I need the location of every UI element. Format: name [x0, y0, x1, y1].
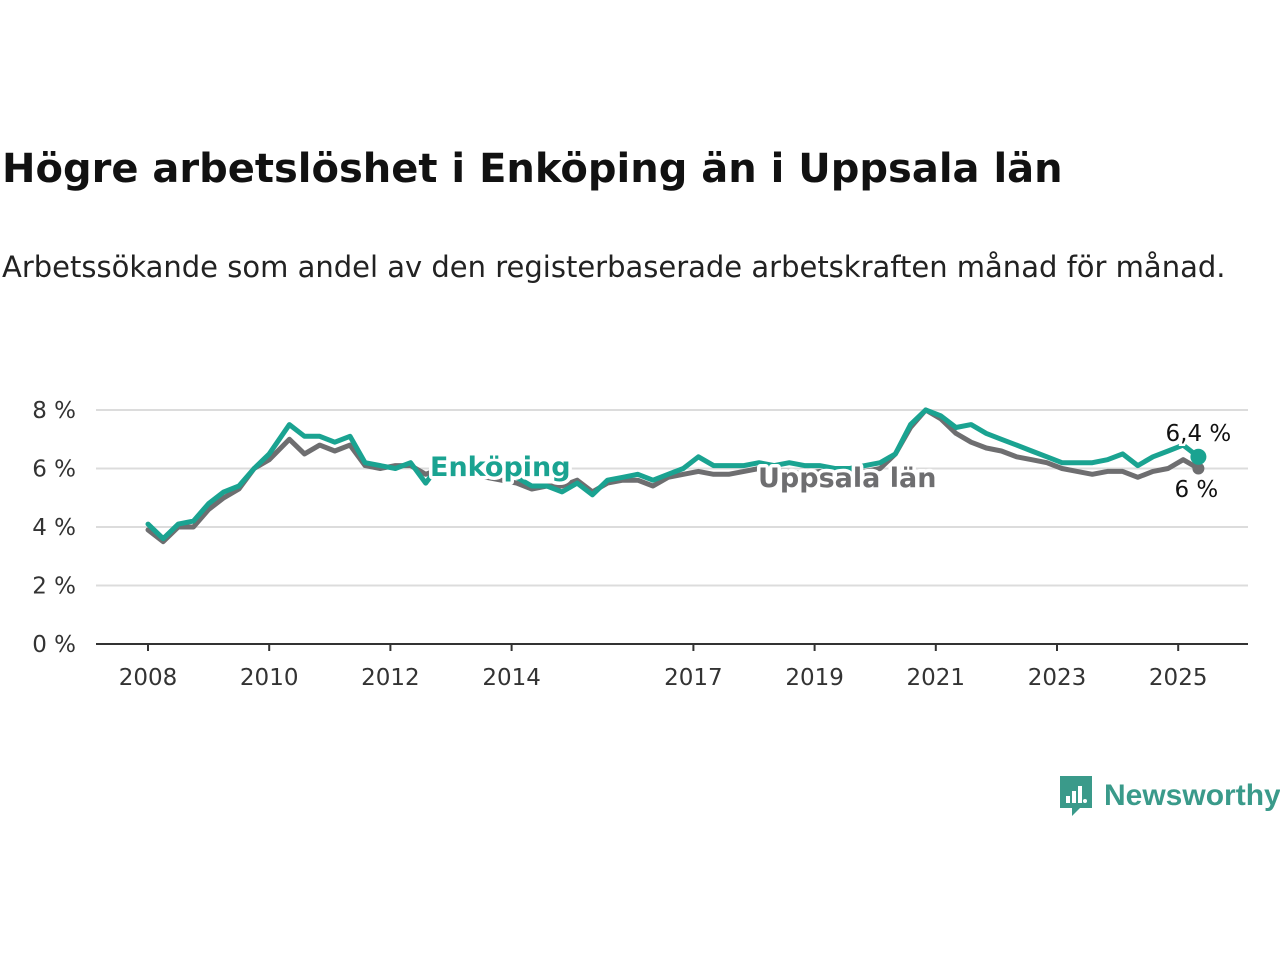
x-tick-label: 2021	[907, 665, 966, 691]
y-tick-label: 6 %	[32, 457, 76, 483]
series-line-uppsala-lan	[145, 407, 1201, 545]
brand-name: Newsworthy	[1104, 779, 1280, 812]
line-chart: 0 % 2 % 4 % 6 % 8 % 2008 2010 2012 2014 2017 2019 2…	[32, 398, 1248, 691]
series-line-enkoping	[145, 407, 1201, 542]
x-tick-label: 2017	[664, 665, 723, 691]
end-label-enkoping: 6,4 %	[1166, 421, 1232, 447]
newsworthy-logo: Newsworthy	[1058, 774, 1280, 818]
x-tick-label: 2019	[785, 665, 844, 691]
end-label-uppsala-lan: 6 %	[1174, 477, 1218, 503]
y-tick-label: 2 %	[32, 574, 76, 600]
x-tick-label: 2025	[1149, 665, 1208, 691]
x-tick-label: 2008	[119, 665, 178, 691]
y-tick-label: 4 %	[32, 515, 76, 541]
chart-title: Högre arbetslöshet i Enköping än i Uppsa…	[2, 146, 1063, 192]
y-tick-label: 0 %	[32, 632, 76, 658]
chart-subtitle: Arbetssökande som andel av den registerb…	[2, 250, 1226, 284]
newsworthy-logo-icon	[1060, 776, 1092, 816]
series-label-uppsala-lan: Uppsala län	[758, 463, 936, 494]
end-point-uppsala-lan	[1192, 462, 1205, 475]
series-label-enkoping: Enköping	[430, 452, 571, 483]
x-tick-label: 2023	[1028, 665, 1087, 691]
end-point-enkoping	[1190, 448, 1207, 465]
x-tick-label: 2010	[240, 665, 299, 691]
x-tick-label: 2012	[361, 665, 420, 691]
y-tick-label: 8 %	[32, 398, 76, 424]
x-tick-label: 2014	[482, 665, 541, 691]
